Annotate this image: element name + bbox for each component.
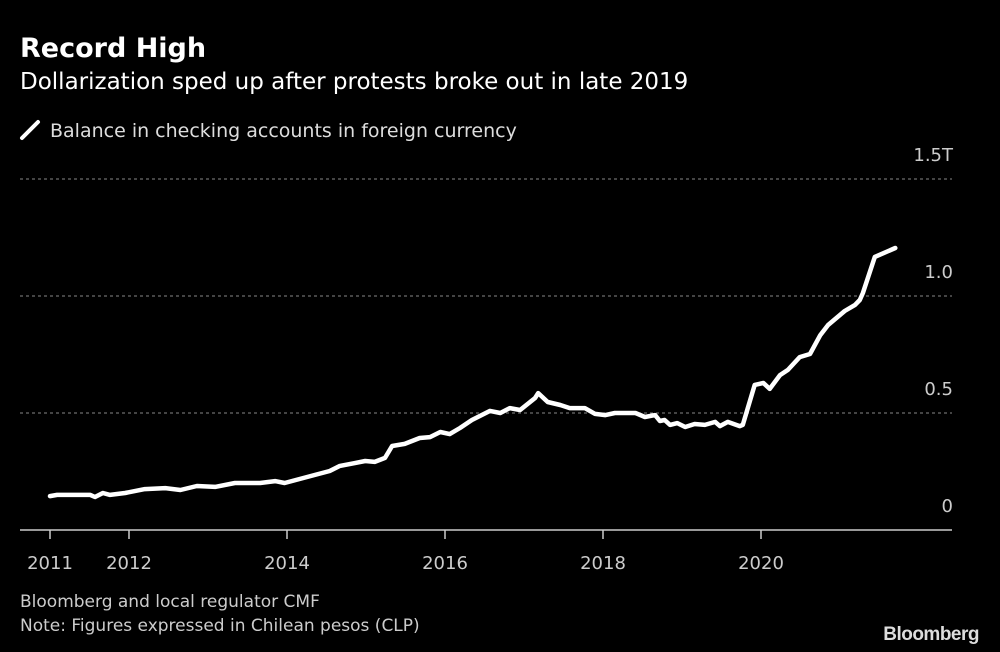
y-axis: 0 0.5 1.0 1.5T [913,145,954,517]
legend-label: Balance in checking accounts in foreign … [50,120,517,142]
x-tick-label: 2016 [422,553,468,574]
series-line-balance [47,245,898,500]
x-tick-label: 2012 [106,553,152,574]
x-axis: 2011 2012 2014 2016 2018 2020 [27,530,784,574]
x-tick-label: 2011 [27,553,73,574]
chart-subtitle: Dollarization sped up after protests bro… [20,69,688,95]
y-tick-label: 1.0 [924,262,953,283]
source-text: Bloomberg and local regulator CMF [20,592,320,612]
x-tick-label: 2020 [738,553,784,574]
note-text: Note: Figures expressed in Chilean pesos… [20,616,420,636]
x-tick-label: 2014 [264,553,310,574]
legend: Balance in checking accounts in foreign … [20,120,517,142]
y-tick-label: 1.5T [913,145,954,166]
y-tick-label: 0 [942,496,953,517]
bloomberg-logo: Bloomberg [883,624,979,645]
gridlines [20,178,952,414]
y-tick-label: 0.5 [924,379,953,400]
x-tick-label: 2018 [580,553,626,574]
chart-title: Record High [20,33,206,64]
legend-swatch [20,120,40,140]
